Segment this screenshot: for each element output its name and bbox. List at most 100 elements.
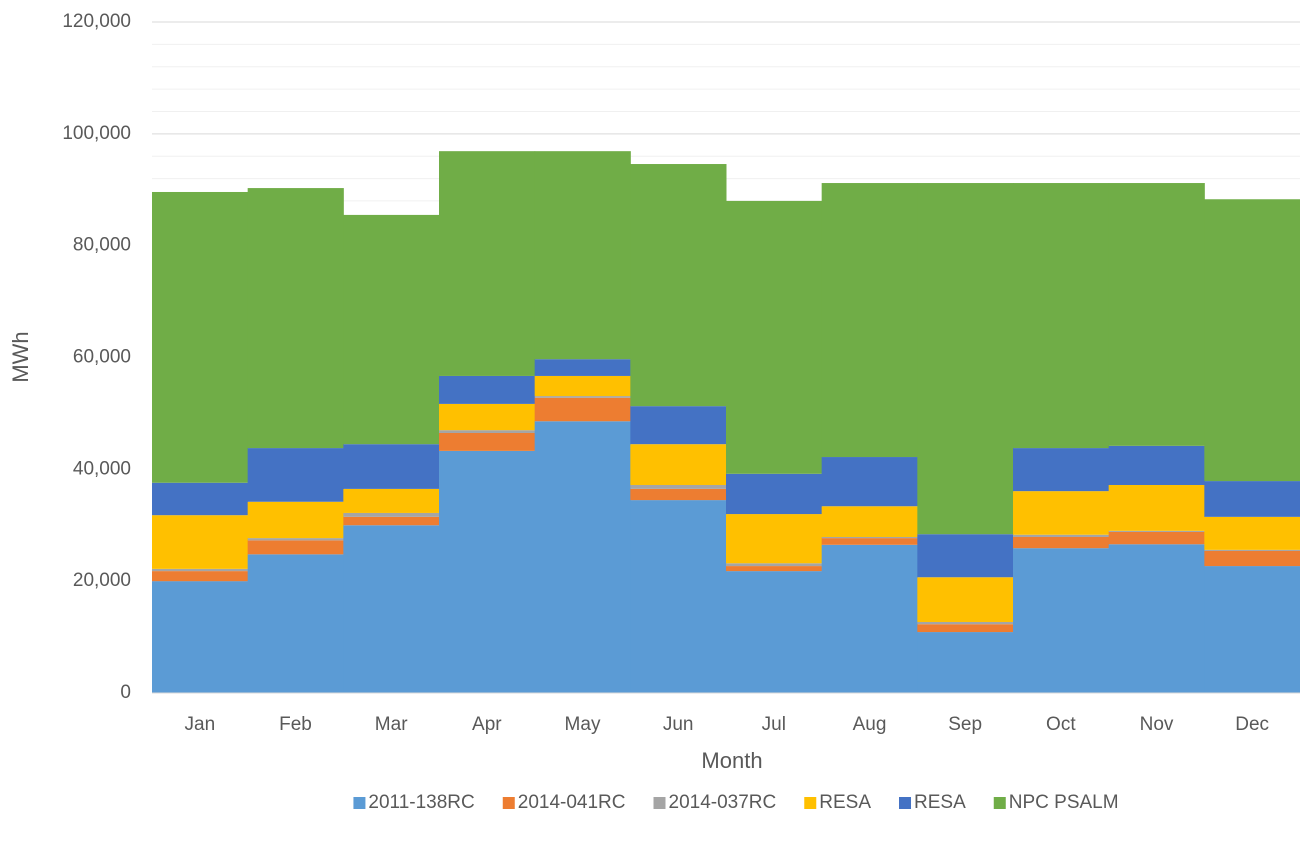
x-tick-label: Jul — [762, 714, 786, 735]
y-tick-label: 120,000 — [62, 11, 131, 32]
bar-segment — [534, 359, 631, 376]
bar-segment — [917, 183, 1014, 535]
legend-label: 2014-037RC — [669, 792, 777, 813]
bar-segment — [1013, 448, 1110, 492]
y-tick-label: 100,000 — [62, 123, 131, 144]
bar-segment — [343, 444, 440, 489]
legend-label: RESA — [819, 792, 871, 813]
bar-segment — [343, 516, 440, 526]
bar-segment — [534, 396, 631, 398]
legend-swatch — [804, 797, 817, 809]
bar-segment — [821, 183, 918, 458]
bar-segment — [1013, 183, 1110, 449]
x-tick-label: Feb — [279, 714, 312, 735]
x-tick-label: Nov — [1140, 714, 1174, 735]
bar-segment — [630, 444, 727, 485]
bar-segment — [1108, 531, 1205, 545]
bar-segment — [1204, 481, 1300, 517]
x-tick-label: Jun — [663, 714, 694, 735]
bar-segment — [247, 501, 344, 539]
y-tick-label: 0 — [120, 682, 131, 703]
bar-segment — [247, 540, 344, 555]
legend-swatch — [353, 797, 366, 809]
legend-label: NPC PSALM — [1009, 792, 1119, 813]
bar-segment — [1204, 549, 1300, 551]
bar-segment — [821, 536, 918, 539]
bar-segment — [917, 632, 1014, 693]
bar-segment — [247, 448, 344, 502]
bar-segment — [439, 430, 536, 433]
x-tick-label: Mar — [375, 714, 408, 735]
bar-segment — [821, 538, 918, 545]
bar-segment — [917, 621, 1014, 625]
bar-segment — [1108, 484, 1205, 531]
x-tick-label: Apr — [472, 714, 502, 735]
bar-segment — [1108, 530, 1205, 532]
bar-segment — [534, 151, 631, 360]
x-tick-label: Dec — [1235, 714, 1269, 735]
bar-segment — [1108, 183, 1205, 446]
legend-swatch — [993, 797, 1006, 809]
x-tick-label: May — [565, 714, 601, 735]
bar-segment — [726, 563, 823, 567]
y-tick-label: 20,000 — [73, 570, 131, 591]
bar-segment — [1013, 548, 1110, 693]
bar-segment — [439, 403, 536, 431]
bar-segment — [917, 624, 1014, 633]
y-tick-label: 60,000 — [73, 347, 131, 368]
bar-segment — [917, 577, 1014, 622]
legend-label: 2011-138RC — [368, 792, 474, 813]
bar-segment — [343, 512, 440, 517]
bar-segment — [1204, 516, 1300, 550]
bar-segment — [1204, 199, 1300, 482]
bar-segment — [1013, 534, 1110, 537]
bar-segment — [247, 554, 344, 693]
bar-segment — [152, 515, 249, 569]
bar-segment — [1108, 445, 1205, 485]
bar-segment — [439, 375, 536, 404]
bar-segment — [152, 571, 249, 582]
bar-segment — [726, 514, 823, 564]
bar-segment — [439, 151, 536, 376]
bar-segment — [439, 450, 536, 693]
bar-segment — [821, 544, 918, 693]
x-tick-label: Jan — [185, 714, 216, 735]
bar-segment — [247, 188, 344, 449]
legend-swatch — [502, 797, 515, 809]
bar-segment — [1013, 491, 1110, 535]
bar-segment — [821, 457, 918, 507]
bar-segment — [726, 566, 823, 572]
bar-segment — [343, 214, 440, 445]
bar-segment — [152, 581, 249, 693]
bar-segment — [343, 488, 440, 513]
bar-segment — [630, 488, 727, 501]
bar-segment — [1204, 566, 1300, 693]
bar-segment — [821, 506, 918, 537]
bar-segment — [726, 200, 823, 474]
bar-segment — [917, 534, 1014, 578]
x-tick-label: Sep — [948, 714, 982, 735]
x-tick-label: Oct — [1046, 714, 1076, 735]
bar-segment — [1013, 536, 1110, 549]
x-tick-label: Aug — [853, 714, 887, 735]
bar-segment — [534, 375, 631, 397]
y-axis-label: MWh — [8, 331, 33, 382]
legend-swatch — [653, 797, 666, 809]
bar-segment — [630, 484, 727, 489]
legend-label: 2014-041RC — [518, 792, 626, 813]
y-tick-label: 40,000 — [73, 458, 131, 479]
bar-segment — [534, 397, 631, 422]
bar-segment — [726, 473, 823, 515]
legend-label: RESA — [914, 792, 966, 813]
bar-segment — [630, 406, 727, 445]
bar-segment — [152, 482, 249, 516]
bar-segment — [247, 538, 344, 541]
bar-segment — [439, 432, 536, 451]
legend-swatch — [899, 797, 912, 809]
x-axis-label: Month — [701, 748, 762, 773]
bar-segment — [630, 164, 727, 407]
bar-segment — [630, 500, 727, 693]
bar-segment — [343, 525, 440, 693]
bar-segment — [152, 568, 249, 572]
